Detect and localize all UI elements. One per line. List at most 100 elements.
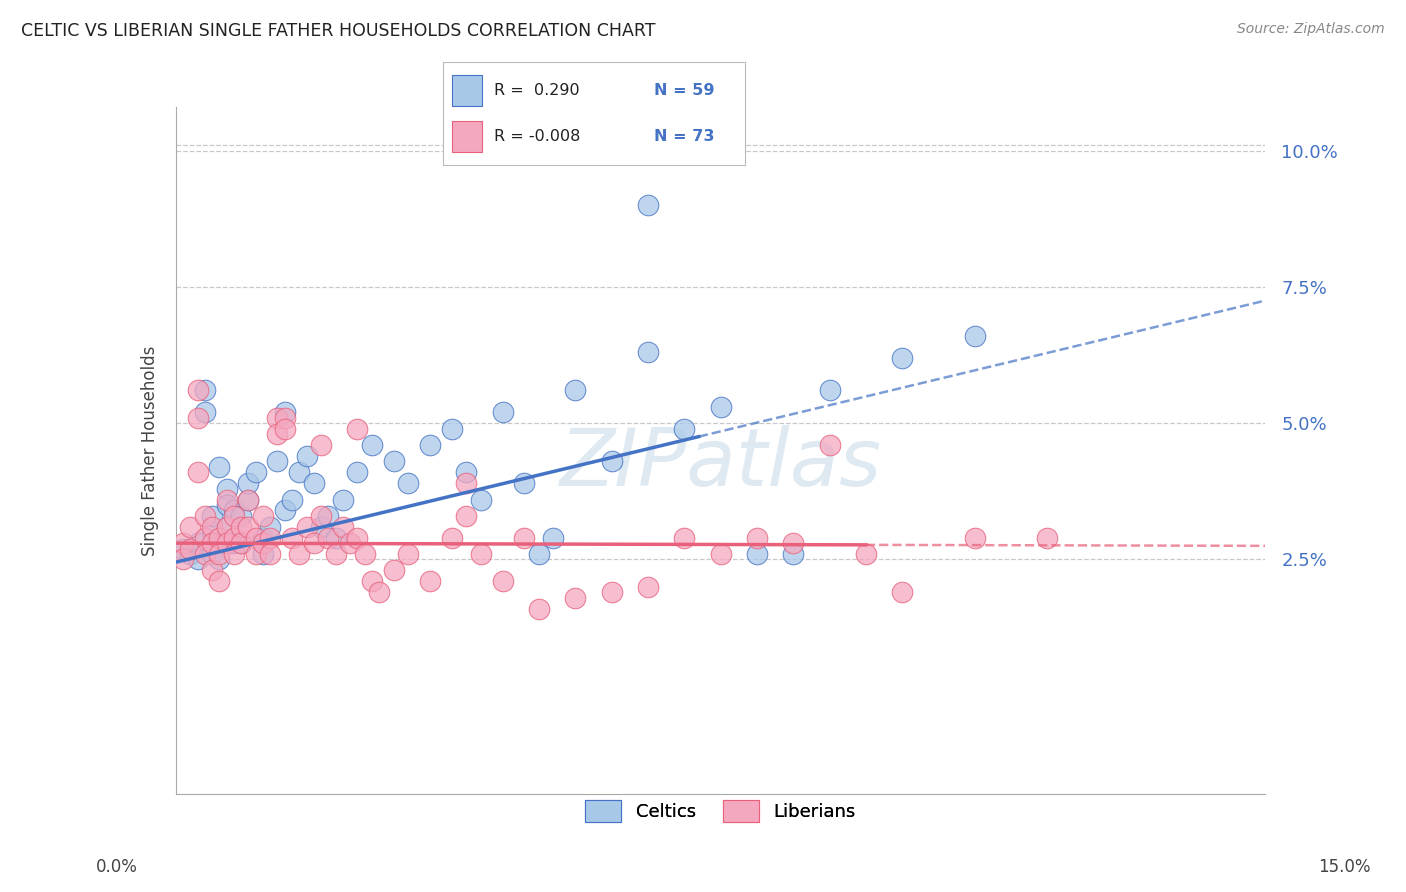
Text: N = 73: N = 73 <box>655 128 716 144</box>
Legend: Celtics, Liberians: Celtics, Liberians <box>578 793 863 830</box>
Point <box>470 547 492 561</box>
Point <box>600 585 623 599</box>
Point <box>266 454 288 468</box>
Point <box>492 405 515 419</box>
Point <box>179 520 201 534</box>
Text: N = 59: N = 59 <box>655 83 716 97</box>
Point <box>274 405 297 419</box>
Point <box>1036 531 1059 545</box>
Point <box>259 531 281 545</box>
Point <box>440 422 463 436</box>
Point <box>252 536 274 550</box>
Point <box>208 574 231 589</box>
Point <box>266 427 288 442</box>
Point <box>222 536 245 550</box>
Point <box>396 476 419 491</box>
Point <box>208 536 231 550</box>
Point <box>637 345 659 359</box>
Point <box>419 438 441 452</box>
Point <box>245 465 267 479</box>
Text: 15.0%: 15.0% <box>1319 858 1371 876</box>
Point <box>382 454 405 468</box>
Point <box>259 547 281 561</box>
Text: CELTIC VS LIBERIAN SINGLE FATHER HOUSEHOLDS CORRELATION CHART: CELTIC VS LIBERIAN SINGLE FATHER HOUSEHO… <box>21 22 655 40</box>
Point <box>238 492 260 507</box>
Point <box>637 198 659 212</box>
Point <box>238 476 260 491</box>
Point <box>891 585 914 599</box>
Point <box>368 585 391 599</box>
Point <box>186 552 209 566</box>
Point <box>194 531 217 545</box>
Point <box>231 536 253 550</box>
Point <box>302 476 325 491</box>
Point <box>274 503 297 517</box>
Point <box>513 476 536 491</box>
Point <box>201 563 224 577</box>
Point <box>201 508 224 523</box>
Point <box>172 541 194 556</box>
Point <box>782 536 804 550</box>
Point <box>215 520 238 534</box>
Point <box>208 547 231 561</box>
Point <box>281 492 304 507</box>
Point <box>208 459 231 474</box>
Point <box>186 384 209 398</box>
Point <box>332 492 354 507</box>
Text: ZIPatlas: ZIPatlas <box>560 425 882 503</box>
Point <box>295 520 318 534</box>
Point <box>201 547 224 561</box>
Point <box>309 520 332 534</box>
Point <box>245 547 267 561</box>
Point <box>259 520 281 534</box>
Point <box>782 547 804 561</box>
Point <box>382 563 405 577</box>
Point <box>456 465 478 479</box>
Point <box>252 531 274 545</box>
Point <box>274 422 297 436</box>
Point <box>238 492 260 507</box>
Point <box>564 384 586 398</box>
Text: 0.0%: 0.0% <box>96 858 138 876</box>
Point <box>396 547 419 561</box>
Point <box>194 508 217 523</box>
Point <box>419 574 441 589</box>
Point <box>222 547 245 561</box>
Y-axis label: Single Father Households: Single Father Households <box>141 345 159 556</box>
Text: R =  0.290: R = 0.290 <box>495 83 579 97</box>
Point <box>745 531 768 545</box>
Point <box>186 410 209 425</box>
Point <box>318 531 340 545</box>
Point <box>891 351 914 365</box>
Point <box>318 508 340 523</box>
Point <box>208 531 231 545</box>
FancyBboxPatch shape <box>451 121 482 152</box>
Point <box>295 449 318 463</box>
Point <box>179 541 201 556</box>
Point <box>564 591 586 605</box>
Point <box>201 525 224 540</box>
Point <box>543 531 565 545</box>
Point <box>222 503 245 517</box>
Point <box>527 547 550 561</box>
Point <box>325 531 347 545</box>
Point <box>637 580 659 594</box>
Point <box>215 520 238 534</box>
Point <box>963 531 986 545</box>
Point <box>440 531 463 545</box>
Point <box>346 422 368 436</box>
Point <box>252 508 274 523</box>
Point <box>215 482 238 496</box>
Point <box>302 536 325 550</box>
Point <box>456 476 478 491</box>
Point <box>309 438 332 452</box>
Point <box>245 531 267 545</box>
Point <box>186 465 209 479</box>
Point <box>222 508 245 523</box>
Point <box>963 329 986 343</box>
Point <box>710 400 733 414</box>
Point <box>179 547 201 561</box>
Point <box>194 547 217 561</box>
Point <box>470 492 492 507</box>
Point <box>194 384 217 398</box>
